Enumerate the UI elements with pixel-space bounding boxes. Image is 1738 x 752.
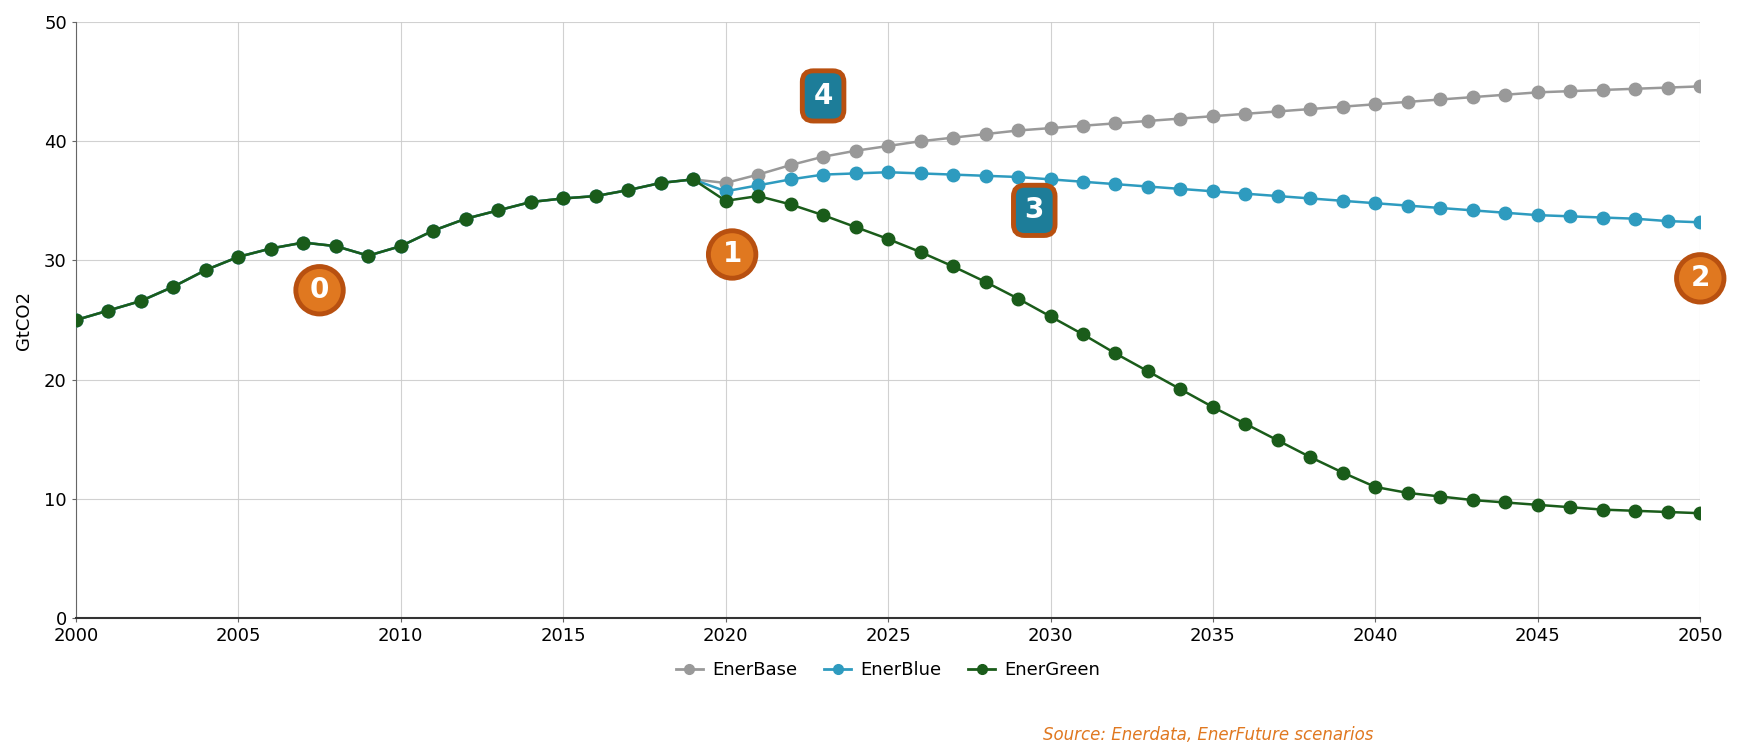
- EnerBase: [66, 316, 87, 325]
- EnerBlue: [1689, 218, 1710, 227]
- Text: 1: 1: [723, 241, 742, 268]
- Line: EnerBase: EnerBase: [70, 80, 1707, 326]
- Y-axis label: GtCO2: GtCO2: [16, 290, 33, 350]
- Line: EnerBlue: EnerBlue: [70, 166, 1707, 326]
- EnerGreen: [1658, 508, 1679, 517]
- Text: 2: 2: [1691, 265, 1710, 293]
- EnerBlue: [1267, 192, 1288, 201]
- Line: EnerGreen: EnerGreen: [70, 173, 1707, 520]
- Text: 4: 4: [813, 82, 833, 110]
- EnerGreen: [553, 194, 574, 203]
- EnerBlue: [553, 194, 574, 203]
- EnerBlue: [878, 168, 899, 177]
- EnerBlue: [1170, 184, 1191, 193]
- EnerGreen: [683, 175, 704, 184]
- EnerBlue: [586, 192, 607, 201]
- EnerBlue: [422, 226, 443, 235]
- EnerBlue: [1658, 217, 1679, 226]
- EnerGreen: [1267, 436, 1288, 445]
- Text: 3: 3: [1025, 196, 1045, 224]
- Text: 0: 0: [309, 276, 328, 305]
- EnerGreen: [422, 226, 443, 235]
- EnerBase: [586, 192, 607, 201]
- EnerBase: [1236, 109, 1257, 118]
- EnerBase: [1658, 83, 1679, 92]
- EnerBase: [553, 194, 574, 203]
- EnerBlue: [66, 316, 87, 325]
- EnerBase: [422, 226, 443, 235]
- Legend: EnerBase, EnerBlue, EnerGreen: EnerBase, EnerBlue, EnerGreen: [669, 654, 1107, 687]
- Text: Source: Enerdata, EnerFuture scenarios: Source: Enerdata, EnerFuture scenarios: [1043, 726, 1373, 744]
- EnerGreen: [1689, 508, 1710, 517]
- EnerGreen: [66, 316, 87, 325]
- EnerGreen: [586, 192, 607, 201]
- EnerGreen: [1170, 385, 1191, 394]
- EnerBase: [1138, 117, 1159, 126]
- EnerBase: [1689, 82, 1710, 91]
